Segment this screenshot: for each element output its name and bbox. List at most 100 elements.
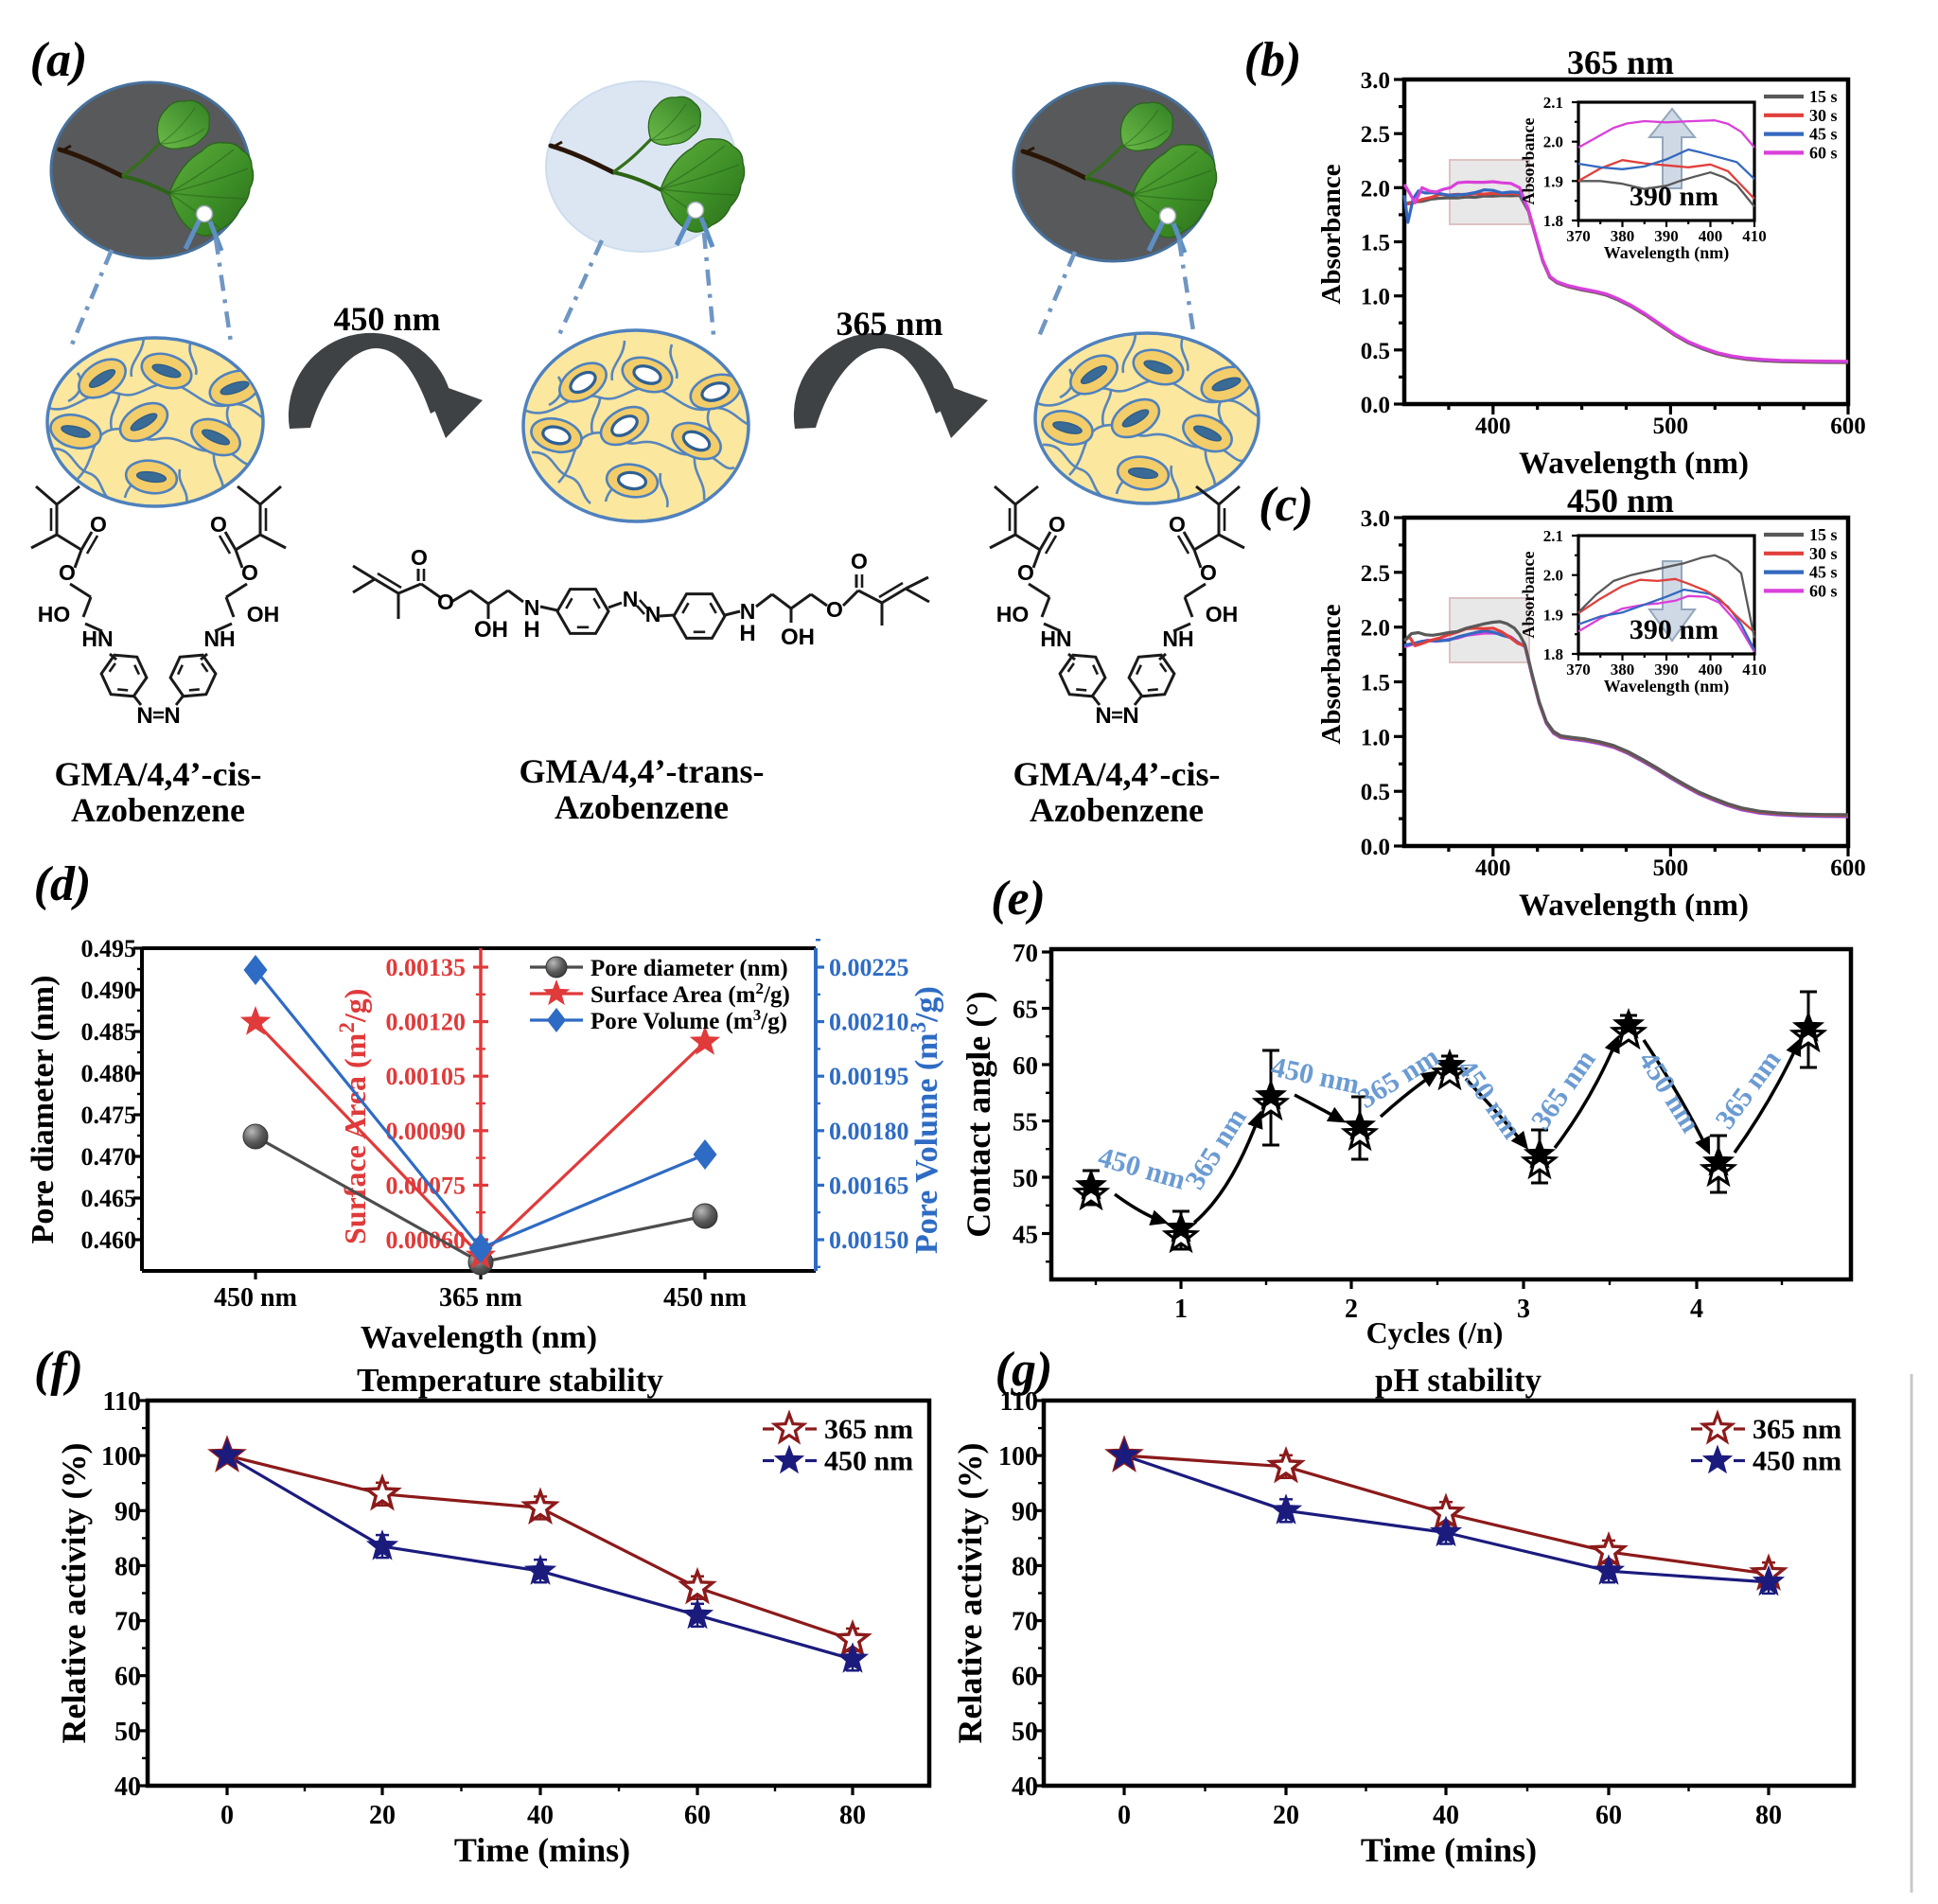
svg-text:370: 370 — [1566, 227, 1591, 245]
svg-text:400: 400 — [1475, 855, 1511, 881]
svg-text:55: 55 — [1013, 1108, 1038, 1137]
svg-text:450 nm: 450 nm — [1753, 1446, 1841, 1477]
svg-text:0.465: 0.465 — [81, 1185, 137, 1212]
svg-text:N: N — [1122, 703, 1138, 729]
svg-text:(d): (d) — [34, 857, 92, 911]
svg-text:OH: OH — [474, 617, 508, 643]
svg-text:90: 90 — [1012, 1497, 1038, 1526]
svg-text:1: 1 — [1174, 1295, 1188, 1324]
svg-text:45 s: 45 s — [1809, 125, 1838, 144]
svg-text:Relative activity (%): Relative activity (%) — [55, 1443, 93, 1744]
svg-text:0.00180: 0.00180 — [829, 1118, 909, 1145]
svg-text:NH: NH — [1162, 626, 1193, 651]
svg-text:Absorbance: Absorbance — [1519, 117, 1538, 204]
svg-text:50: 50 — [1012, 1718, 1038, 1747]
svg-text:O: O — [1200, 560, 1217, 585]
svg-text:0.5: 0.5 — [1361, 780, 1390, 805]
svg-text:500: 500 — [1653, 414, 1689, 439]
svg-text:0.00165: 0.00165 — [829, 1172, 909, 1199]
svg-text:1.8: 1.8 — [1543, 645, 1563, 663]
svg-text:60: 60 — [1013, 1051, 1038, 1080]
svg-text:O: O — [1048, 512, 1066, 537]
svg-text:410: 410 — [1742, 661, 1767, 679]
svg-text:390 nm: 390 nm — [1630, 181, 1718, 212]
svg-text:80: 80 — [1012, 1552, 1038, 1581]
svg-text:HO: HO — [38, 602, 71, 626]
svg-text:N: N — [136, 703, 152, 729]
svg-text:N: N — [645, 602, 661, 626]
svg-text:30 s: 30 s — [1809, 106, 1838, 125]
svg-text:Temperature stability: Temperature stability — [357, 1362, 663, 1399]
svg-text:0.480: 0.480 — [81, 1060, 137, 1087]
svg-text:0.475: 0.475 — [81, 1102, 137, 1129]
svg-text:Relative activity (%): Relative activity (%) — [951, 1443, 989, 1744]
svg-text:400: 400 — [1699, 227, 1723, 245]
svg-text:(c): (c) — [1259, 478, 1313, 532]
svg-text:0.00090: 0.00090 — [386, 1118, 467, 1145]
svg-text:0.495: 0.495 — [81, 935, 137, 962]
svg-text:110: 110 — [103, 1387, 141, 1417]
svg-text:365 nm: 365 nm — [836, 305, 943, 343]
svg-text:Contact angle (°): Contact angle (°) — [960, 991, 997, 1237]
svg-text:90: 90 — [115, 1497, 141, 1526]
svg-text:370: 370 — [1566, 661, 1591, 679]
svg-text:Azobenzene: Azobenzene — [555, 788, 729, 826]
svg-text:N: N — [740, 599, 756, 624]
svg-text:100: 100 — [998, 1442, 1038, 1472]
svg-text:OH: OH — [1206, 602, 1239, 626]
svg-text:Absorbance: Absorbance — [1316, 164, 1347, 304]
svg-text:Time (mins): Time (mins) — [1361, 1831, 1537, 1869]
svg-text:Pore diameter (nm): Pore diameter (nm) — [590, 956, 788, 981]
svg-text:O: O — [1017, 560, 1034, 585]
svg-text:0: 0 — [1118, 1801, 1131, 1830]
svg-text:390: 390 — [1654, 227, 1679, 245]
svg-text:1.8: 1.8 — [1543, 212, 1563, 230]
svg-text:365 nm: 365 nm — [439, 1283, 522, 1313]
svg-text:GMA/4,4’-cis-: GMA/4,4’-cis- — [55, 755, 262, 793]
svg-text:450 nm: 450 nm — [214, 1283, 297, 1313]
svg-text:3.0: 3.0 — [1361, 506, 1390, 532]
svg-text:Wavelength (nm): Wavelength (nm) — [1604, 243, 1730, 263]
svg-text:3.0: 3.0 — [1361, 68, 1390, 94]
svg-text:pH stability: pH stability — [1375, 1362, 1542, 1399]
svg-text:O: O — [90, 512, 107, 537]
svg-text:390 nm: 390 nm — [1630, 614, 1718, 645]
svg-text:(a): (a) — [30, 33, 88, 87]
svg-text:45 s: 45 s — [1809, 563, 1838, 582]
svg-text:2.0: 2.0 — [1543, 133, 1563, 151]
svg-text:OH: OH — [247, 602, 280, 626]
svg-text:40: 40 — [1012, 1772, 1038, 1802]
svg-text:0.0: 0.0 — [1361, 835, 1390, 860]
svg-text:N: N — [1095, 703, 1111, 729]
svg-text:Cycles (/n): Cycles (/n) — [1366, 1315, 1504, 1349]
svg-text:50: 50 — [1013, 1164, 1038, 1192]
svg-text:30 s: 30 s — [1809, 544, 1838, 563]
svg-text:365 nm: 365 nm — [1567, 44, 1674, 81]
svg-text:O: O — [210, 512, 227, 537]
svg-text:Wavelength (nm): Wavelength (nm) — [1604, 677, 1730, 696]
svg-text:Azobenzene: Azobenzene — [71, 791, 245, 829]
svg-text:0.00105: 0.00105 — [386, 1063, 467, 1090]
svg-text:390: 390 — [1654, 661, 1679, 679]
svg-text:0.0: 0.0 — [1361, 393, 1390, 418]
svg-text:40: 40 — [115, 1772, 141, 1802]
svg-text:60: 60 — [684, 1801, 711, 1830]
svg-text:100: 100 — [101, 1442, 141, 1472]
svg-text:0.490: 0.490 — [81, 977, 137, 1004]
svg-text:H: H — [739, 621, 755, 646]
svg-text:NH: NH — [203, 626, 235, 651]
svg-text:2.0: 2.0 — [1543, 567, 1563, 585]
svg-text:1.9: 1.9 — [1543, 606, 1563, 624]
svg-text:380: 380 — [1611, 227, 1635, 245]
svg-text:450 nm: 450 nm — [824, 1446, 913, 1477]
svg-text:20: 20 — [369, 1801, 396, 1830]
svg-text:Absorbance: Absorbance — [1316, 604, 1347, 744]
svg-text:0.470: 0.470 — [81, 1143, 137, 1171]
svg-text:410: 410 — [1742, 227, 1767, 245]
svg-text:60 s: 60 s — [1809, 581, 1838, 600]
svg-text:400: 400 — [1699, 661, 1723, 679]
svg-text:N: N — [524, 595, 540, 620]
svg-text:Pore diameter (nm): Pore diameter (nm) — [26, 976, 61, 1244]
svg-text:2.1: 2.1 — [1543, 527, 1563, 545]
svg-text:GMA/4,4’-cis-: GMA/4,4’-cis- — [1013, 755, 1221, 793]
